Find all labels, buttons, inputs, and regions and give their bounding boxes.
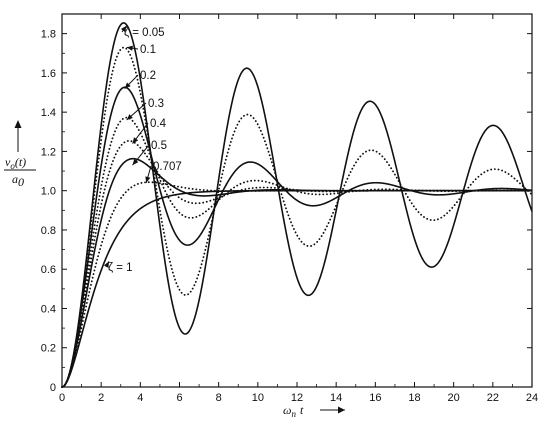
y-label-denominator: a bbox=[12, 172, 18, 186]
x-tick-label: 16 bbox=[369, 392, 381, 404]
y-tick-label: 0.4 bbox=[41, 303, 56, 315]
series-line bbox=[61, 86, 533, 388]
y-tick-label: 1.2 bbox=[41, 146, 56, 158]
x-tick-label: 14 bbox=[330, 392, 342, 404]
annotation-group: ζ = 0.05 0.1 0.2 0.3 0.4 0.5 0.707 ζ = 1 bbox=[103, 25, 182, 274]
series-line bbox=[61, 46, 533, 388]
series-line bbox=[61, 189, 532, 388]
annotation-arrow-icon bbox=[120, 25, 127, 33]
y-label-denominator-sub: 0 bbox=[18, 175, 24, 189]
y-tick-label: 0.6 bbox=[41, 264, 56, 276]
series-label: ζ = 0.05 bbox=[124, 27, 165, 39]
x-axis-title: ωn t bbox=[283, 403, 345, 419]
x-tick-label: 2 bbox=[98, 392, 104, 404]
y-label-numerator: v bbox=[5, 155, 11, 169]
x-tick-label: 22 bbox=[487, 392, 499, 404]
annotation-arrow-icon bbox=[124, 82, 131, 89]
annotation-arrow-icon bbox=[132, 137, 139, 144]
y-label-numerator-arg: (t) bbox=[15, 155, 26, 169]
series-line bbox=[61, 22, 533, 388]
y-tick-label: 1.6 bbox=[41, 68, 56, 80]
svg-text:ωnt: ωn t bbox=[283, 403, 304, 419]
y-axis-title: vo(t) a0 bbox=[4, 120, 36, 189]
series-label: 0.3 bbox=[148, 98, 164, 110]
series-label: 0.5 bbox=[151, 140, 167, 152]
annotation-arrow-icon bbox=[126, 114, 133, 121]
annotation-arrow-icon bbox=[126, 45, 133, 51]
annotation-arrow-icon bbox=[145, 176, 151, 183]
series-line bbox=[61, 181, 533, 388]
y-axis: 0 0.2 0.4 0.6 0.8 1.0 1.2 1.4 1.6 1.8 bbox=[41, 13, 532, 394]
x-tick-label: 8 bbox=[216, 392, 222, 404]
x-label-symbol: ω bbox=[283, 403, 291, 417]
series-label: 0.707 bbox=[153, 161, 182, 173]
x-tick-label: 18 bbox=[408, 392, 420, 404]
series-label: 0.4 bbox=[150, 118, 167, 130]
series-label: 0.1 bbox=[140, 44, 156, 56]
x-label-subscript: n bbox=[291, 409, 296, 419]
x-tick-label: 0 bbox=[59, 392, 65, 404]
x-tick-label: 10 bbox=[252, 392, 264, 404]
svg-text:vo(t): vo(t) bbox=[5, 155, 26, 171]
x-tick-label: 20 bbox=[448, 392, 460, 404]
x-tick-label: 12 bbox=[291, 392, 303, 404]
y-label-arrow-icon bbox=[14, 120, 22, 128]
y-label-numerator-sub: o bbox=[10, 161, 15, 171]
series-label: 0.2 bbox=[140, 70, 156, 82]
annotation-arrow-icon bbox=[132, 158, 139, 166]
x-tick-label: 4 bbox=[137, 392, 143, 404]
y-tick-label: 0 bbox=[50, 382, 56, 394]
x-tick-label: 6 bbox=[176, 392, 182, 404]
series-group bbox=[61, 22, 533, 388]
x-tick-label: 24 bbox=[526, 392, 538, 404]
y-tick-label: 0.8 bbox=[41, 225, 56, 237]
y-tick-label: 1.4 bbox=[41, 107, 56, 119]
annotation-arrow-icon bbox=[103, 261, 109, 268]
x-label-arrow-icon bbox=[338, 406, 345, 414]
series-label: ζ = 1 bbox=[108, 262, 133, 274]
svg-text:a0: a0 bbox=[12, 172, 24, 189]
x-label-variable: t bbox=[300, 403, 304, 417]
y-tick-label: 0.2 bbox=[41, 343, 56, 355]
y-tick-label: 1.8 bbox=[41, 29, 56, 41]
y-tick-label: 1.0 bbox=[41, 186, 56, 198]
x-axis: 0 2 4 6 8 10 12 14 16 18 20 22 24 bbox=[59, 14, 538, 404]
